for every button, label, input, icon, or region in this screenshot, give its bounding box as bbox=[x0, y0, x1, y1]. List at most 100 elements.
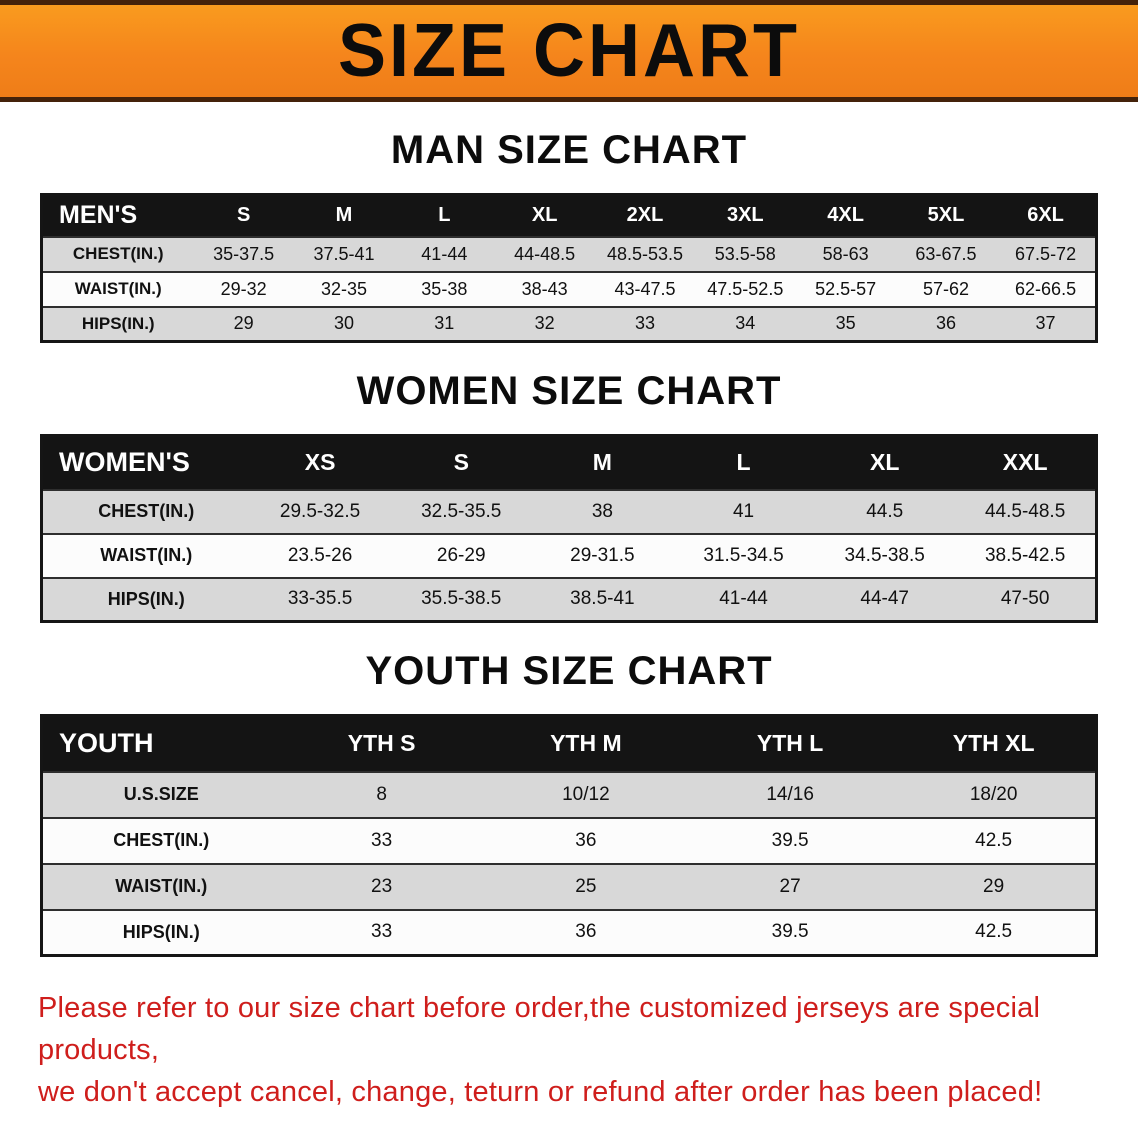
size-value-cell: 44.5 bbox=[866, 500, 904, 522]
table-row: HIPS(IN.) 29 30 31 32 33 34 35 36 37 bbox=[41, 306, 1097, 342]
table-row: HIPS(IN.) 33-35.5 35.5-38.5 38.5-41 41-44 44-… bbox=[41, 577, 1097, 622]
row-label: HIPS(IN.) bbox=[81, 313, 155, 333]
size-value-cell: 26-29 bbox=[436, 544, 486, 566]
size-value-cell: 36 bbox=[935, 313, 956, 334]
size-value-cell: 32-35 bbox=[320, 278, 368, 299]
size-value-cell: 34 bbox=[735, 313, 756, 334]
row-label: HIPS(IN.) bbox=[122, 921, 200, 942]
size-value-cell: 31.5-34.5 bbox=[703, 544, 784, 566]
row-label: WAIST(IN.) bbox=[115, 876, 208, 896]
size-value-cell: 39.5 bbox=[771, 829, 809, 851]
women-size-chart-section: WOMEN SIZE CHART WOMEN'S XS S M L XL XXL CHEST(… bbox=[0, 369, 1138, 623]
size-value-cell: 44-48.5 bbox=[514, 243, 576, 264]
size-value-cell: 35.5-38.5 bbox=[421, 588, 502, 610]
size-value-cell: 33-35.5 bbox=[287, 588, 353, 610]
size-value-cell: 27 bbox=[779, 875, 801, 897]
size-value-cell: 34.5-38.5 bbox=[844, 544, 925, 566]
size-value-cell: 33 bbox=[371, 921, 393, 943]
size-column-header: M bbox=[293, 194, 395, 237]
table-header-row: MEN'S S M L XL 2XL 3XL 4XL 5XL 6XL bbox=[41, 194, 1097, 237]
size-value-cell: 29 bbox=[983, 875, 1005, 897]
size-value-cell: 37.5-41 bbox=[313, 243, 375, 264]
size-value-cell: 57-62 bbox=[922, 278, 969, 299]
size-value-cell: 29.5-32.5 bbox=[279, 500, 361, 522]
size-column-header: YTH XL bbox=[892, 715, 1097, 772]
size-value-cell: 38 bbox=[591, 500, 613, 522]
size-value-cell: 38-43 bbox=[521, 278, 568, 299]
row-label: WAIST(IN.) bbox=[74, 279, 162, 298]
men-size-table: MEN'S S M L XL 2XL 3XL 4XL 5XL 6XL CHEST(IN.) 35-37… bbox=[40, 193, 1098, 343]
table-title-cell: YOUTH bbox=[41, 715, 280, 772]
men-size-chart-section: MAN SIZE CHART MEN'S S M L XL 2XL 3XL 4XL 5XL 6XL… bbox=[0, 128, 1138, 343]
size-value-cell: 47.5-52.5 bbox=[707, 278, 784, 299]
size-column-header: XXL bbox=[955, 435, 1097, 490]
size-column-header: S bbox=[193, 194, 294, 237]
size-value-cell: 62-66.5 bbox=[1015, 278, 1077, 299]
size-value-cell: 43-47.5 bbox=[614, 278, 676, 299]
size-value-cell: 36 bbox=[575, 829, 597, 851]
size-column-header: XL bbox=[814, 435, 956, 490]
size-value-cell: 38.5-42.5 bbox=[984, 544, 1066, 566]
table-row: CHEST(IN.) 35-37.5 37.5-41 41-44 44-48.5 48.5… bbox=[41, 236, 1097, 272]
row-label: CHEST(IN.) bbox=[98, 501, 195, 521]
table-row: CHEST(IN.) 29.5-32.5 32.5-35.5 38 41 44.5 44.5… bbox=[41, 489, 1097, 534]
table-row: CHEST(IN.) 33 36 39.5 42.5 bbox=[41, 817, 1097, 864]
size-value-cell: 36 bbox=[575, 921, 597, 943]
size-value-cell: 35-38 bbox=[421, 278, 468, 299]
row-label: CHEST(IN.) bbox=[113, 830, 210, 850]
size-column-header: 3XL bbox=[695, 194, 796, 237]
size-value-cell: 35-37.5 bbox=[213, 243, 275, 264]
size-value-cell: 37 bbox=[1035, 313, 1056, 334]
size-value-cell: 35 bbox=[835, 313, 856, 334]
size-value-cell: 52.5-57 bbox=[815, 278, 877, 299]
size-value-cell: 31 bbox=[434, 313, 455, 334]
size-value-cell: 32 bbox=[534, 313, 555, 334]
size-column-header: L bbox=[394, 194, 495, 237]
row-label: WAIST(IN.) bbox=[100, 545, 193, 565]
size-column-header: 5XL bbox=[895, 194, 997, 237]
size-column-header: XS bbox=[249, 435, 391, 490]
size-value-cell: 41-44 bbox=[421, 243, 468, 264]
size-value-cell: 44-47 bbox=[860, 588, 909, 610]
size-value-cell: 39.5 bbox=[771, 921, 809, 943]
youth-size-chart-section: YOUTH SIZE CHART YOUTH YTH S YTH M YTH L YTH… bbox=[0, 649, 1138, 957]
size-value-cell: 18/20 bbox=[969, 783, 1018, 805]
size-value-cell: 33 bbox=[371, 829, 393, 851]
size-value-cell: 53.5-58 bbox=[714, 243, 776, 264]
size-value-cell: 8 bbox=[376, 783, 387, 805]
size-column-header: L bbox=[672, 435, 815, 490]
size-column-header: 6XL bbox=[996, 194, 1097, 237]
table-header-row: YOUTH YTH S YTH M YTH L YTH XL bbox=[41, 715, 1097, 772]
size-value-cell: 67.5-72 bbox=[1015, 243, 1077, 264]
table-row: WAIST(IN.) 23 25 27 29 bbox=[41, 863, 1097, 910]
row-label: HIPS(IN.) bbox=[107, 588, 185, 609]
youth-size-table: YOUTH YTH S YTH M YTH L YTH XL U.S.SIZE 8 10/12… bbox=[40, 714, 1098, 957]
size-column-header: XL bbox=[494, 194, 595, 237]
size-value-cell: 63-67.5 bbox=[915, 243, 977, 264]
size-column-header: 4XL bbox=[795, 194, 896, 237]
disclaimer-line-1: Please refer to our size chart before or… bbox=[38, 992, 1041, 1067]
table-row: U.S.SIZE 8 10/12 14/16 18/20 bbox=[41, 771, 1097, 818]
size-value-cell: 38.5-41 bbox=[570, 588, 635, 610]
women-section-heading: WOMEN SIZE CHART bbox=[356, 369, 782, 413]
size-value-cell: 42.5 bbox=[975, 829, 1013, 851]
size-value-cell: 25 bbox=[575, 875, 597, 897]
size-value-cell: 42.5 bbox=[975, 921, 1013, 943]
women-size-table: WOMEN'S XS S M L XL XXL CHEST(IN.) 29.5-32.5 32.5… bbox=[40, 434, 1098, 623]
size-value-cell: 33 bbox=[634, 313, 655, 334]
size-value-cell: 47-50 bbox=[1000, 588, 1050, 610]
size-value-cell: 23.5-26 bbox=[287, 544, 353, 566]
table-title-cell: WOMEN'S bbox=[41, 435, 250, 490]
size-value-cell: 32.5-35.5 bbox=[421, 500, 502, 522]
size-value-cell: 29-32 bbox=[220, 278, 267, 299]
size-value-cell: 41 bbox=[732, 500, 755, 522]
size-column-header: YTH S bbox=[279, 715, 484, 772]
size-value-cell: 48.5-53.5 bbox=[606, 243, 683, 264]
table-header-row: WOMEN'S XS S M L XL XXL bbox=[41, 435, 1097, 490]
size-value-cell: 44.5-48.5 bbox=[984, 500, 1066, 522]
size-value-cell: 29 bbox=[233, 313, 254, 334]
size-value-cell: 58-63 bbox=[822, 243, 869, 264]
men-section-heading: MAN SIZE CHART bbox=[390, 128, 748, 172]
table-row: WAIST(IN.) 23.5-26 26-29 29-31.5 31.5-34.5 34… bbox=[41, 533, 1097, 578]
size-value-cell: 29-31.5 bbox=[570, 544, 635, 566]
